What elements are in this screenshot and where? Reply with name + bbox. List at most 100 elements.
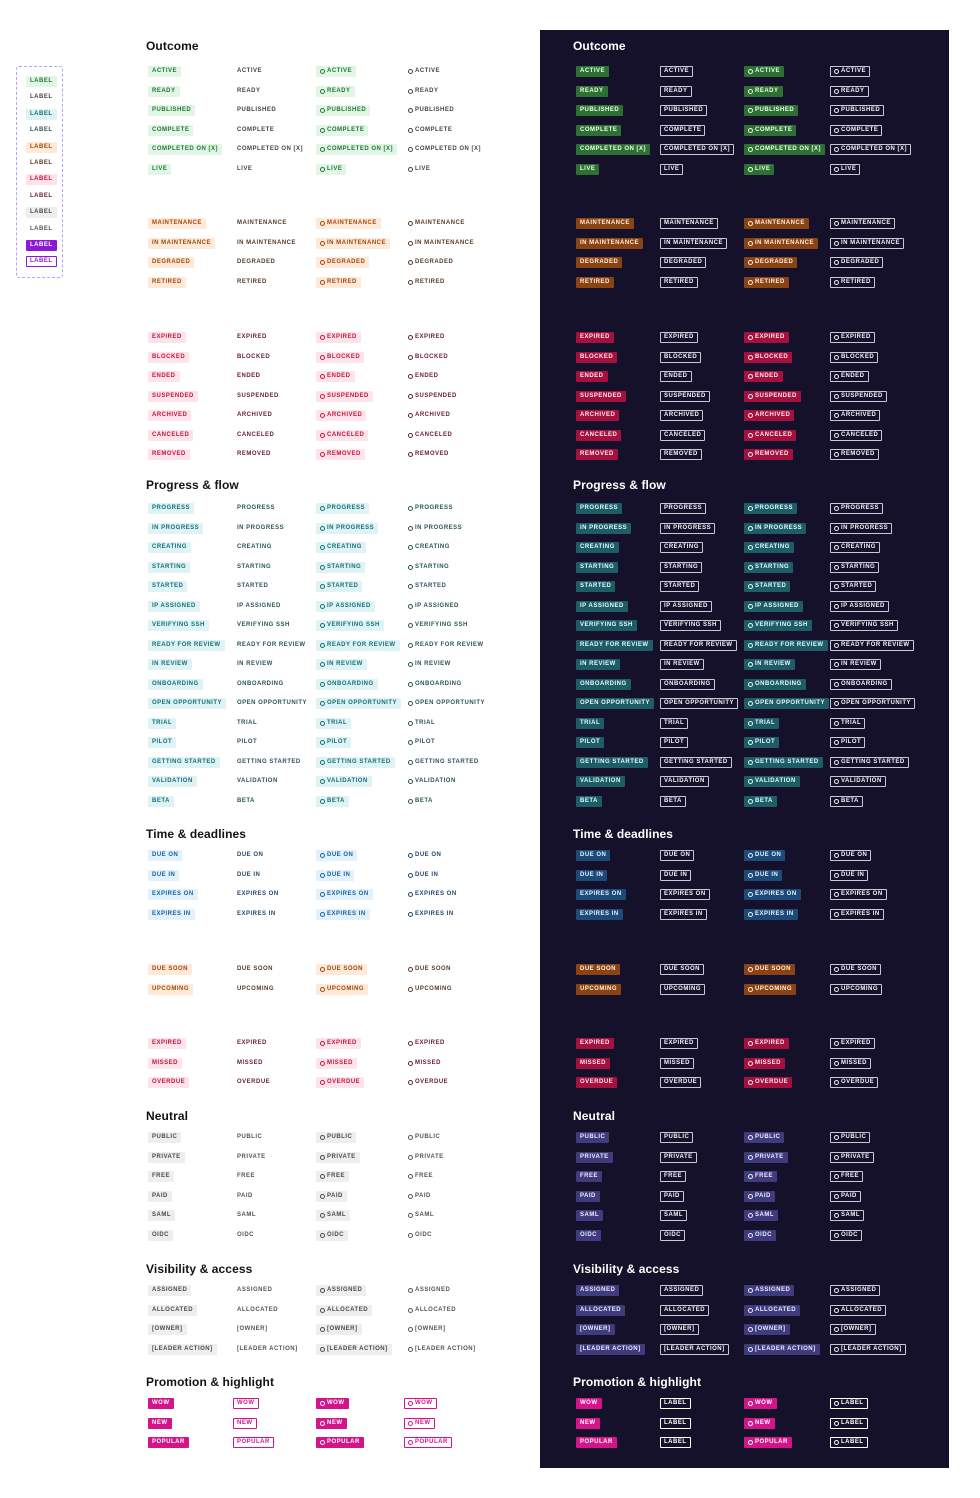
badge-free-outline: FREE	[233, 1171, 259, 1182]
status-dot-icon	[748, 1080, 753, 1085]
badge-label: OPEN OPPORTUNITY	[152, 700, 223, 706]
badge-label: PRIVATE	[755, 1153, 784, 1160]
status-dot-icon	[320, 584, 325, 589]
badge-label: VALIDATION	[755, 778, 796, 784]
badge-label: ONBOARDING	[237, 680, 284, 687]
badge-label: ONBOARDING	[415, 680, 462, 687]
status-dot-icon	[748, 740, 753, 745]
badge-label: IP ASSIGNED	[327, 602, 371, 609]
status-dot-icon	[834, 1307, 839, 1313]
badge-label: ARCHIVED	[755, 412, 791, 418]
badge-ended-outline-dot: ENDED	[830, 371, 869, 382]
badge-label: READY	[415, 87, 439, 94]
badge-due-soon-outline-dot: DUE SOON	[404, 964, 455, 975]
badge-owner-fill-dot: [OWNER]	[744, 1324, 790, 1335]
badge-label: OVERDUE	[415, 1079, 449, 1085]
badge-label: IN REVIEW	[327, 661, 363, 667]
badge-label: EXPIRES ON	[580, 891, 622, 897]
badge-live-fill-dot: LIVE	[316, 163, 347, 175]
badge-label: PILOT	[841, 739, 862, 745]
status-dot-icon	[408, 967, 413, 972]
status-dot-icon	[748, 108, 753, 113]
status-dot-icon	[320, 1135, 325, 1140]
badge-label: DEGRADED	[327, 259, 366, 265]
badge-expires-in-fill-dot: EXPIRES IN	[744, 908, 798, 920]
badge-missed-outline-dot: MISSED	[404, 1058, 445, 1069]
status-dot-icon	[834, 127, 839, 133]
badge-label: ENDED	[327, 373, 351, 379]
badge-label: PAID	[237, 1192, 253, 1199]
badge-removed-outline-dot: REMOVED	[830, 449, 879, 460]
badge-open-opportunity-outline: OPEN OPPORTUNITY	[233, 698, 311, 709]
badge-complete-outline-dot: COMPLETE	[830, 124, 883, 136]
badge-label: VERIFYING SSH	[152, 622, 205, 628]
badge-ready-fill: READY	[148, 85, 180, 97]
status-dot-icon	[408, 108, 413, 113]
badge-label: EXPIRED	[415, 334, 445, 340]
status-dot-icon	[408, 127, 413, 133]
badge-owner-outline: [OWNER]	[660, 1324, 699, 1335]
badge-label: OIDC	[415, 1231, 432, 1238]
label-sample-teal-fill: LABEL	[26, 108, 57, 120]
status-dot-icon	[408, 1232, 413, 1238]
badge-label: EXPIRED	[841, 1040, 871, 1046]
status-dot-icon	[834, 1060, 839, 1066]
status-dot-icon	[834, 603, 839, 609]
badge-label: COMPLETED ON [X]	[841, 146, 907, 152]
badge-label: RETIRED	[152, 278, 182, 285]
badge-label: FREE	[327, 1173, 346, 1179]
badge-label: COMPLETE	[664, 126, 702, 133]
badge-label: [LEADER ACTION]	[664, 1345, 725, 1352]
badge-pilot-fill-dot: PILOT	[744, 737, 780, 748]
badge-in-review-fill: IN REVIEW	[148, 659, 192, 670]
badge-label: DUE IN	[237, 871, 261, 878]
status-dot-icon	[748, 1440, 753, 1445]
badge-label: MISSED	[580, 1059, 607, 1066]
badge-ready-for-review-fill-dot: READY FOR REVIEW	[744, 639, 828, 651]
badge-label: DUE SOON	[152, 966, 189, 972]
badge-due-in-outline: DUE IN	[233, 870, 264, 881]
badge-label: PILOT	[237, 739, 258, 745]
status-dot-icon	[408, 1288, 413, 1293]
badge-expires-on-outline-dot: EXPIRES ON	[404, 889, 461, 900]
status-dot-icon	[408, 147, 413, 152]
badge-due-on-outline-dot: DUE ON	[404, 850, 445, 861]
badge-trial-outline: TRIAL	[233, 718, 261, 729]
badge-expires-in-outline-dot: EXPIRES IN	[404, 909, 458, 920]
badge-label: OVERDUE	[152, 1079, 186, 1085]
status-dot-icon	[320, 892, 325, 897]
badge-label: IP ASSIGNED	[755, 602, 799, 609]
badge-label: POPULAR	[415, 1439, 448, 1445]
status-dot-icon	[748, 413, 753, 418]
status-dot-icon	[834, 1288, 839, 1293]
status-dot-icon	[320, 1288, 325, 1293]
badge-label: PUBLIC	[664, 1134, 690, 1140]
badge-saml-fill: SAML	[148, 1210, 175, 1221]
status-dot-icon	[320, 853, 325, 858]
badge-onboarding-fill: ONBOARDING	[576, 678, 631, 690]
badge-label: EXPIRED	[327, 334, 357, 340]
badge-leader-action-outline-dot: [LEADER ACTION]	[830, 1343, 906, 1355]
badge-label: STARTED	[237, 583, 269, 589]
badge-assigned-outline-dot: ASSIGNED	[404, 1285, 454, 1296]
badge-label: [LEADER ACTION]	[237, 1345, 298, 1352]
badge-label: BETA	[664, 797, 682, 804]
badge-label: REMOVED	[152, 451, 186, 457]
badge-due-in-fill: DUE IN	[148, 869, 180, 881]
status-dot-icon	[320, 221, 325, 226]
badge-suspended-outline: SUSPENDED	[233, 391, 283, 402]
badge-label: IP ASSIGNED	[237, 602, 281, 609]
badge-live-outline-dot: LIVE	[830, 163, 861, 175]
badge-label: ENDED	[415, 373, 439, 379]
badge-label: EXPIRED	[152, 334, 182, 340]
badge-label: UPCOMING	[580, 985, 617, 992]
status-dot-icon	[320, 1193, 325, 1199]
badge-expires-in-fill: EXPIRES IN	[576, 908, 623, 920]
badge-label: ACTIVE	[152, 68, 178, 74]
badge-new-fill-dot: NEW	[316, 1417, 347, 1429]
badge-open-opportunity-fill-dot: OPEN OPPORTUNITY	[744, 698, 830, 709]
status-dot-icon	[408, 1154, 413, 1160]
badge-validation-fill-dot: VALIDATION	[316, 776, 372, 787]
status-dot-icon	[408, 911, 413, 917]
badge-label: DUE ON	[415, 852, 442, 858]
